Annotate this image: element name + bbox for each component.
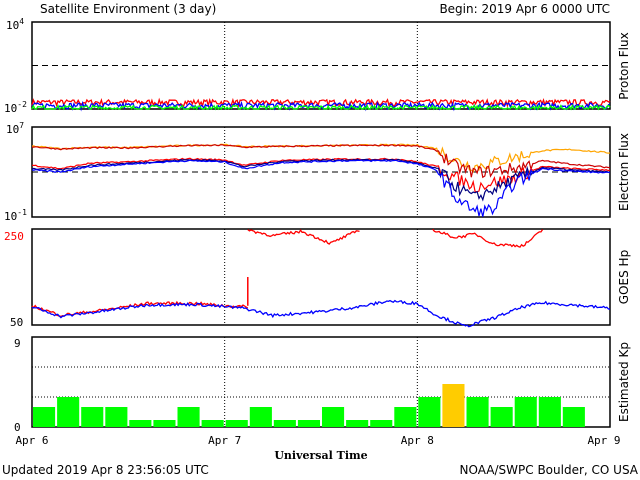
updated-timestamp: Updated 2019 Apr 8 23:56:05 UTC (2, 463, 209, 477)
xtick-apr9: Apr 9 (587, 434, 620, 447)
kp-bar (346, 420, 369, 427)
chart-title: Satellite Environment (3 day) (40, 2, 216, 16)
xtick-apr6: Apr 6 (15, 434, 48, 447)
kp-bar (562, 407, 585, 427)
xtick-apr7: Apr 7 (208, 434, 241, 447)
kp-bar (81, 407, 104, 427)
kp-bar (33, 407, 56, 427)
kp-bar (129, 420, 152, 427)
begin-time: Begin: 2019 Apr 6 0000 UTC (439, 2, 610, 16)
kp-bar (177, 407, 200, 427)
kp-bar (538, 397, 561, 427)
kp-bar (225, 420, 248, 427)
kp-bar (153, 420, 176, 427)
kp-bar (297, 420, 320, 427)
kp-bar (394, 407, 417, 427)
kp-bar (105, 407, 128, 427)
estimated-kp-label: Estimated Kp (617, 342, 631, 422)
electron-series-blue (31, 159, 611, 217)
goes-hp-label: GOES Hp (617, 250, 631, 304)
kp-bar (370, 420, 393, 427)
series-layer (31, 97, 611, 427)
kp-bar (57, 397, 80, 427)
kp-ytick-bottom: 0 (14, 421, 21, 434)
x-axis-title: Universal Time (274, 449, 367, 462)
goes-series-blue-3 (31, 299, 611, 328)
electron-ytick-top: 107 (6, 121, 24, 136)
kp-ytick-top: 9 (14, 337, 21, 350)
electron-ytick-bottom: 10-1 (4, 208, 27, 223)
electron-flux-label: Electron Flux (617, 133, 631, 211)
kp-bar (466, 397, 489, 427)
goes-ytick-bottom: 50 (10, 316, 23, 329)
credit-line: NOAA/SWPC Boulder, CO USA (460, 463, 639, 477)
kp-bar (442, 384, 465, 427)
goes-series-red-0 (31, 300, 249, 317)
goes-ytick-top: 250 (4, 230, 24, 243)
kp-panel (31, 336, 611, 428)
kp-bar (201, 420, 224, 427)
kp-bar (249, 407, 272, 427)
goes-series-red-2 (432, 228, 544, 248)
kp-bar (418, 397, 441, 427)
proton-ytick-top: 104 (6, 17, 24, 32)
kp-bar (514, 397, 537, 427)
proton-series-green (31, 103, 611, 111)
grid-layer (32, 22, 610, 427)
kp-bar (322, 407, 345, 427)
kp-bar (273, 420, 296, 427)
electron-series-darkred (32, 143, 610, 179)
goes-series-red-1 (247, 229, 360, 245)
kp-bar (490, 407, 513, 427)
xtick-apr8: Apr 8 (401, 434, 434, 447)
proton-flux-label: Proton Flux (617, 32, 631, 99)
proton-ytick-bottom: 10-2 (4, 100, 27, 115)
goes-hp-panel (31, 228, 611, 326)
electron-series-red (31, 157, 611, 193)
